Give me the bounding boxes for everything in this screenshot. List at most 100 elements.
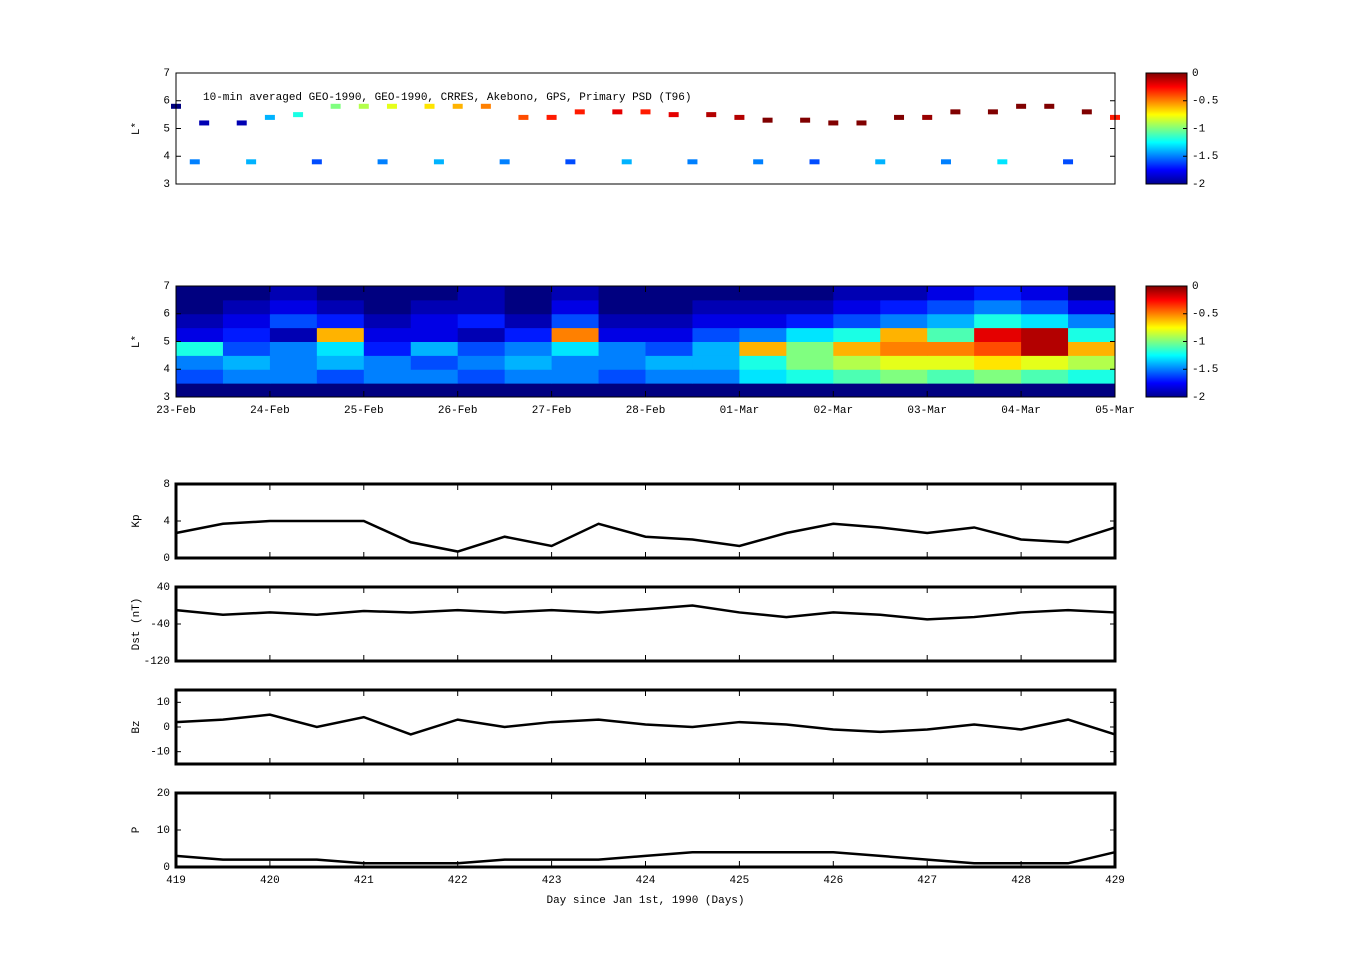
heatmap-cell (269, 299, 318, 315)
x-tick-label: 428 (1011, 875, 1031, 887)
heatmap-cell (269, 369, 318, 384)
heatmap-cell (927, 355, 975, 370)
y-axis-label: L* (131, 122, 143, 135)
heatmap-cell (222, 286, 271, 301)
y-tick-label: 4 (163, 516, 170, 528)
psd-point (311, 159, 322, 165)
heatmap-cell (598, 299, 646, 315)
heatmap-cell (316, 341, 365, 356)
heatmap-cell (269, 383, 318, 398)
psd-point (189, 159, 200, 165)
heatmap-cell (176, 313, 224, 329)
colorbar-tick-label: 0 (1192, 68, 1199, 80)
heatmap-cell (269, 355, 318, 370)
heatmap-cell (645, 355, 693, 370)
heatmap-cell (504, 369, 553, 384)
heatmap-cell (1068, 355, 1116, 370)
heatmap-cell (269, 327, 318, 342)
x-tick-label: 426 (823, 875, 843, 887)
heatmap-cell (927, 383, 975, 398)
heatmap-cell (410, 286, 459, 301)
psd-point (452, 103, 463, 109)
heatmap-cell (645, 369, 693, 384)
heatmap-cell (457, 299, 506, 315)
psd-point (246, 159, 257, 165)
x-tick-label: 425 (729, 875, 749, 887)
heatmap-cell (551, 369, 600, 384)
heatmap-cell (692, 383, 740, 398)
heatmap-cell (1021, 355, 1069, 370)
heatmap-cell (176, 355, 224, 370)
heatmap-cell (739, 286, 787, 301)
x-tick-label: 420 (260, 875, 280, 887)
x-tick-label: 27-Feb (532, 405, 572, 417)
heatmap-cell (1021, 327, 1069, 342)
heatmap-cell (1021, 341, 1069, 356)
heatmap-cell (363, 286, 412, 301)
colorbar-tick-label: -1.5 (1192, 151, 1218, 163)
heatmap-cell (974, 327, 1022, 342)
y-axis-label: Dst (nT) (131, 598, 143, 651)
heatmap-cell (316, 327, 365, 342)
heatmap-cell (786, 355, 834, 370)
heatmap-cell (363, 369, 412, 384)
heatmap-cell (739, 383, 787, 398)
heatmap-cell (927, 341, 975, 356)
heatmap-cell (598, 341, 646, 356)
series-line (175, 713, 1116, 736)
psd-point (1044, 103, 1055, 109)
colorbar (1145, 72, 1188, 185)
heatmap-cell (176, 286, 224, 301)
heatmap-cell (645, 327, 693, 342)
x-tick-label: 421 (354, 875, 374, 887)
heatmap-cell (598, 313, 646, 329)
psd-point (377, 159, 388, 165)
heatmap-cell (692, 299, 740, 315)
psd-point (574, 109, 585, 115)
heatmap-cell (457, 383, 506, 398)
heatmap-cell (1021, 383, 1069, 398)
heatmap-cell (645, 341, 693, 356)
colorbar-tick-label: -0.5 (1192, 309, 1218, 321)
heatmap-cell (1068, 383, 1116, 398)
heatmap-cell (1068, 286, 1116, 301)
heatmap-cell (1068, 369, 1116, 384)
heatmap-cell (833, 355, 881, 370)
heatmap-cell (645, 313, 693, 329)
psd-point (987, 109, 998, 115)
y-tick-label: 7 (163, 281, 170, 293)
psd-point (565, 159, 576, 165)
x-tick-label: 429 (1105, 875, 1125, 887)
heatmap-cell (410, 355, 459, 370)
heatmap-cell (176, 299, 224, 315)
heatmap-cell (786, 299, 834, 315)
heatmap-cell (504, 299, 553, 315)
heatmap-cell (739, 327, 787, 342)
heatmap-cell (880, 355, 928, 370)
heatmap-cell (551, 355, 600, 370)
colorbar (1145, 285, 1188, 398)
heatmap-cell (880, 313, 928, 329)
heatmap-cell (363, 341, 412, 356)
heatmap-cell (833, 313, 881, 329)
y-tick-label: 0 (163, 722, 170, 734)
heatmap-cell (222, 355, 271, 370)
psd-point (293, 112, 304, 118)
psd-point (621, 159, 632, 165)
heatmap-cell (833, 286, 881, 301)
heatmap-cell (551, 341, 600, 356)
heatmap-cell (316, 383, 365, 398)
plot-frame (175, 72, 1116, 185)
heatmap-cell (551, 286, 600, 301)
psd-point (546, 114, 557, 120)
psd-point (762, 117, 773, 123)
y-axis-label: L* (131, 335, 143, 348)
heatmap-cell (786, 327, 834, 342)
heatmap-cell (974, 286, 1022, 301)
heatmap-cell (410, 341, 459, 356)
psd-point (358, 103, 369, 109)
heatmap-cell (363, 299, 412, 315)
psd-point (828, 120, 839, 126)
colorbar-tick-label: -2 (1192, 179, 1205, 191)
y-tick-label: 10 (157, 825, 170, 837)
